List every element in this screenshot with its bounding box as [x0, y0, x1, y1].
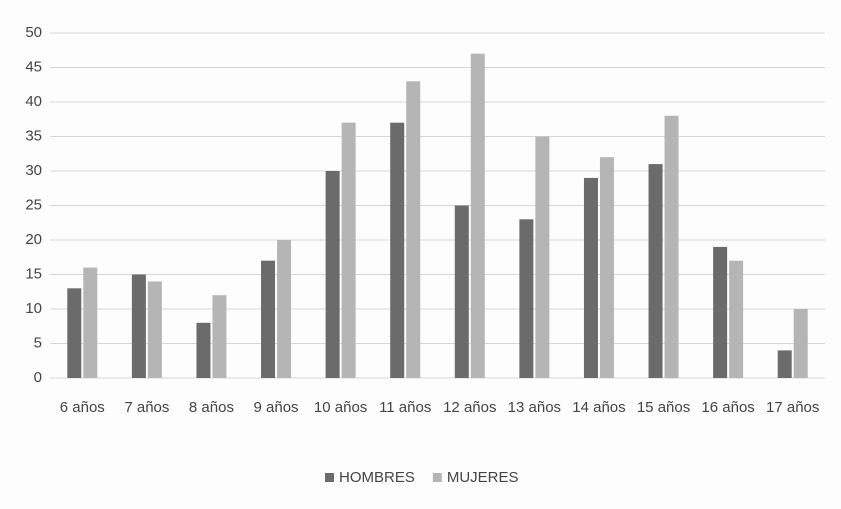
- x-tick-label: 11 años: [379, 399, 432, 416]
- bar: [147, 281, 162, 378]
- x-tick-label: 6 años: [59, 399, 105, 416]
- bar: [793, 309, 808, 378]
- x-tick-label: 17 años: [766, 399, 820, 416]
- bar: [277, 240, 292, 378]
- x-tick-label: 12 años: [443, 399, 497, 416]
- bar: [406, 81, 421, 379]
- y-tick-label: 50: [25, 24, 42, 41]
- y-tick-label: 0: [34, 369, 42, 386]
- bar: [729, 260, 744, 378]
- x-tick-label: 9 años: [253, 399, 299, 416]
- bar: [470, 53, 485, 378]
- bar: [67, 288, 82, 378]
- y-tick-label: 20: [25, 231, 42, 248]
- bar: [341, 122, 356, 378]
- x-tick-label: 15 años: [636, 399, 691, 416]
- legend-label: MUJERES: [447, 469, 519, 486]
- y-tick-label: 35: [25, 127, 42, 144]
- bar: [325, 171, 340, 378]
- legend-swatch: [432, 473, 442, 482]
- y-tick-label: 45: [25, 58, 42, 75]
- y-tick-label: 25: [25, 196, 42, 213]
- x-tick-label: 13 años: [507, 399, 562, 416]
- x-tick-label: 10 años: [313, 399, 368, 416]
- y-tick-label: 30: [25, 162, 42, 179]
- bar: [664, 115, 679, 379]
- bar: [83, 267, 98, 378]
- bar: [648, 164, 663, 378]
- bar: [261, 260, 276, 378]
- bar: [196, 322, 211, 378]
- x-tick-label: 14 años: [572, 399, 626, 416]
- bar: [535, 136, 550, 378]
- x-tick-label: 8 años: [188, 399, 234, 416]
- y-tick-label: 10: [25, 300, 42, 317]
- x-tick-label: 7 años: [124, 399, 170, 416]
- bar: [519, 219, 534, 378]
- bar: [777, 350, 792, 378]
- legend-swatch: [325, 473, 334, 482]
- y-tick-label: 5: [34, 334, 42, 351]
- bar: [713, 246, 728, 378]
- bar: [131, 274, 146, 378]
- legend-label: HOMBRES: [339, 469, 415, 486]
- bar: [212, 295, 227, 378]
- y-tick-label: 15: [25, 265, 42, 282]
- bar: [390, 122, 405, 378]
- x-tick-label: 16 años: [701, 399, 755, 416]
- bar: [583, 177, 598, 378]
- bar: [599, 157, 614, 378]
- bar: [454, 205, 469, 378]
- y-tick-label: 40: [25, 93, 42, 110]
